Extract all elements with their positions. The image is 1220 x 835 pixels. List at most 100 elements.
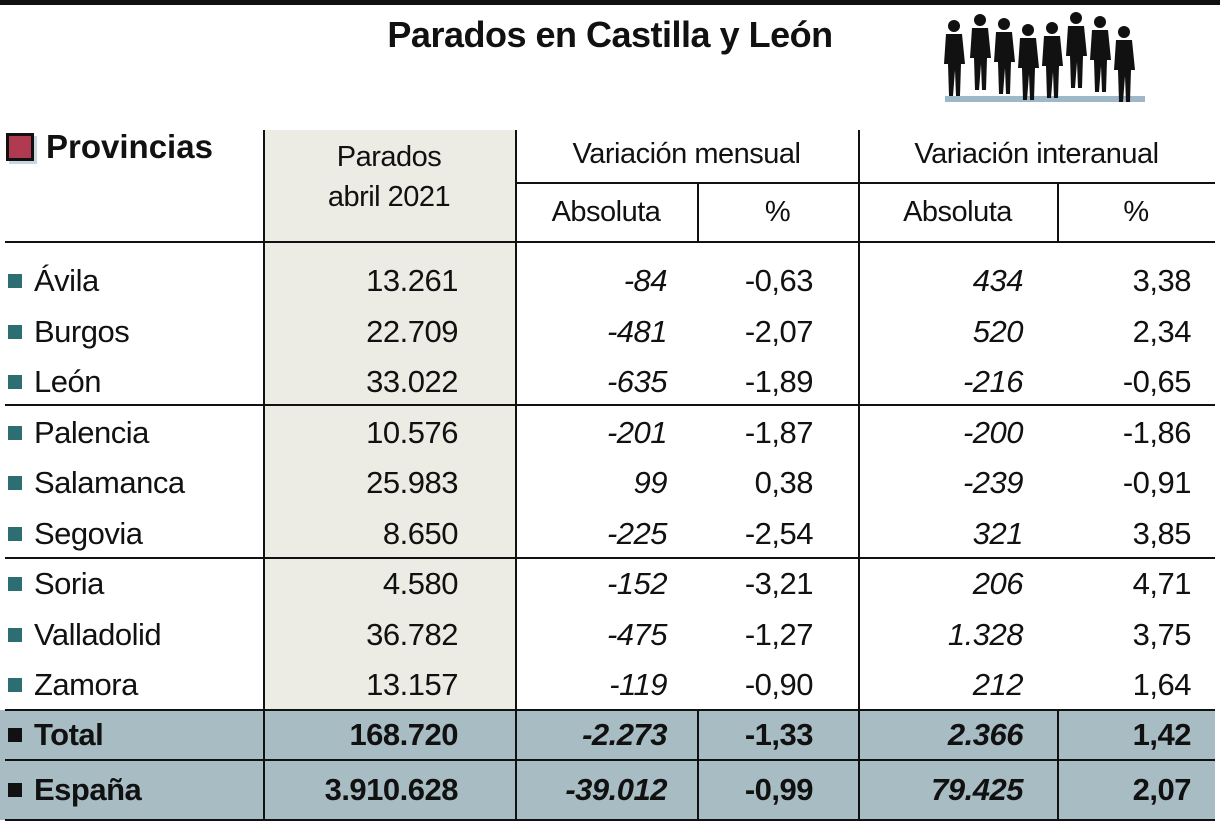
cell-mens-pct: -1,27 bbox=[744, 616, 814, 652]
mensual-pct-header: % bbox=[764, 196, 791, 228]
row-name: Total bbox=[8, 717, 104, 753]
square-bullet-icon bbox=[8, 476, 22, 490]
cell-inter-pct: 3,75 bbox=[1132, 616, 1192, 652]
row-name: Valladolid bbox=[8, 617, 162, 653]
cell-inter-abs: 520 bbox=[972, 313, 1024, 349]
variacion-interanual-header: Variación interanual bbox=[914, 138, 1159, 170]
cell-mens-abs: -635 bbox=[606, 364, 668, 399]
table-row: Salamanca 25.983 99 0,38 -239 -0,91 bbox=[0, 458, 1215, 508]
row-name: Segovia bbox=[8, 516, 143, 552]
cell-mens-pct: -1,87 bbox=[744, 414, 814, 450]
cell-mens-abs: 99 bbox=[633, 465, 668, 500]
row-name-text: Burgos bbox=[34, 313, 130, 349]
cell-inter-pct: -1,86 bbox=[1122, 414, 1192, 450]
cell-inter-abs: 79.425 bbox=[931, 772, 1023, 807]
row-name-text: Zamora bbox=[34, 667, 138, 702]
table-bottom-rule bbox=[5, 819, 1215, 821]
cell-inter-pct: 4,71 bbox=[1132, 566, 1192, 601]
square-bullet-icon bbox=[8, 728, 22, 742]
total-row: Total 168.720 -2.273 -1,33 2.366 1,42 bbox=[0, 710, 1215, 760]
cell-inter-pct: 2,07 bbox=[1132, 772, 1192, 807]
cell-inter-abs: 206 bbox=[972, 566, 1024, 601]
interanual-absoluta-header: Absoluta bbox=[903, 196, 1012, 228]
cell-inter-abs: -216 bbox=[962, 364, 1024, 399]
row-name-text: Soria bbox=[34, 566, 104, 601]
row-name: Burgos bbox=[8, 313, 130, 350]
cell-mens-pct: -1,33 bbox=[744, 717, 814, 752]
row-name: Ávila bbox=[8, 263, 99, 299]
cell-inter-pct: -0,91 bbox=[1122, 465, 1192, 500]
header-bottom-rule bbox=[5, 241, 1215, 243]
cell-mens-abs: -201 bbox=[606, 414, 668, 450]
cell-inter-abs: 1.328 bbox=[947, 616, 1024, 652]
header-divider bbox=[515, 182, 1215, 184]
row-name-text: Palencia bbox=[34, 414, 149, 450]
column-divider bbox=[858, 130, 860, 820]
cell-mens-abs: -84 bbox=[623, 263, 668, 298]
interanual-pct-header: % bbox=[1123, 196, 1149, 228]
mensual-absoluta-header: Absoluta bbox=[551, 196, 661, 228]
square-bullet-icon bbox=[8, 274, 22, 288]
square-bullet-icon bbox=[6, 133, 34, 161]
cell-parados: 4.580 bbox=[382, 566, 459, 601]
cell-mens-pct: -1,89 bbox=[744, 364, 814, 399]
cell-mens-pct: -2,54 bbox=[744, 515, 814, 551]
cell-inter-abs: 321 bbox=[972, 515, 1024, 551]
cell-inter-abs: -200 bbox=[962, 414, 1024, 450]
row-name: Salamanca bbox=[8, 465, 185, 501]
cell-parados: 22.709 bbox=[366, 313, 458, 349]
page-title: Parados en Castilla y León bbox=[387, 14, 833, 55]
cell-mens-abs: -119 bbox=[609, 667, 667, 702]
row-name-text: Salamanca bbox=[34, 465, 185, 500]
table-row: Zamora 13.157 -119 -0,90 212 1,64 bbox=[0, 660, 1215, 710]
total-top-rule bbox=[5, 709, 1215, 711]
cell-mens-pct: -0,63 bbox=[744, 263, 814, 298]
cell-mens-pct: -2,07 bbox=[744, 313, 814, 349]
cell-mens-pct: 0,38 bbox=[754, 465, 814, 500]
square-bullet-icon bbox=[8, 678, 22, 692]
row-name: España bbox=[8, 772, 142, 808]
square-bullet-icon bbox=[8, 783, 22, 797]
cell-inter-pct: -0,65 bbox=[1122, 364, 1192, 399]
column-divider bbox=[697, 183, 699, 242]
cell-inter-abs: 434 bbox=[972, 263, 1024, 298]
cell-mens-abs: -225 bbox=[606, 515, 668, 551]
cell-parados: 25.983 bbox=[366, 465, 458, 500]
row-name-text: Ávila bbox=[34, 263, 99, 298]
cell-parados: 8.650 bbox=[382, 515, 459, 551]
square-bullet-icon bbox=[8, 425, 22, 440]
column-divider bbox=[1057, 710, 1059, 820]
cell-mens-abs: -152 bbox=[606, 566, 668, 601]
row-name-text: Total bbox=[34, 717, 104, 752]
table-row: Burgos 22.709 -481 -2,07 520 2,34 bbox=[0, 307, 1215, 357]
cell-parados: 13.261 bbox=[366, 263, 458, 298]
group-divider bbox=[5, 404, 1215, 406]
square-bullet-icon bbox=[8, 627, 22, 642]
row-name: León bbox=[8, 364, 101, 400]
parados-header: Parados abril 2021 bbox=[263, 137, 515, 217]
variacion-mensual-header: Variación mensual bbox=[572, 138, 801, 170]
cell-parados: 10.576 bbox=[366, 414, 458, 450]
table-row: Soria 4.580 -152 -3,21 206 4,71 bbox=[0, 559, 1215, 609]
row-name-text: León bbox=[34, 364, 101, 399]
table-row: Segovia 8.650 -225 -2,54 321 3,85 bbox=[0, 509, 1215, 559]
cell-mens-abs: -39.012 bbox=[565, 772, 667, 807]
column-divider bbox=[515, 130, 517, 820]
column-divider bbox=[263, 130, 265, 820]
cell-inter-pct: 3,85 bbox=[1132, 515, 1192, 551]
table-row: Palencia 10.576 -201 -1,87 -200 -1,86 bbox=[0, 408, 1215, 458]
parados-header-line2: abril 2021 bbox=[327, 181, 451, 213]
group-divider bbox=[5, 557, 1215, 559]
people-queue-silhouette-icon bbox=[944, 12, 1145, 102]
cell-inter-abs: 2.366 bbox=[947, 717, 1024, 752]
square-bullet-icon bbox=[8, 526, 22, 541]
provincias-header: Provincias bbox=[6, 128, 213, 166]
row-name-text: España bbox=[34, 772, 142, 807]
cell-inter-pct: 2,34 bbox=[1132, 313, 1192, 349]
parados-column-shading bbox=[263, 130, 515, 710]
cell-mens-abs: -475 bbox=[606, 616, 668, 652]
column-divider bbox=[697, 710, 699, 820]
square-bullet-icon bbox=[8, 375, 22, 389]
row-name: Zamora bbox=[8, 667, 138, 703]
cell-parados: 3.910.628 bbox=[324, 772, 459, 807]
